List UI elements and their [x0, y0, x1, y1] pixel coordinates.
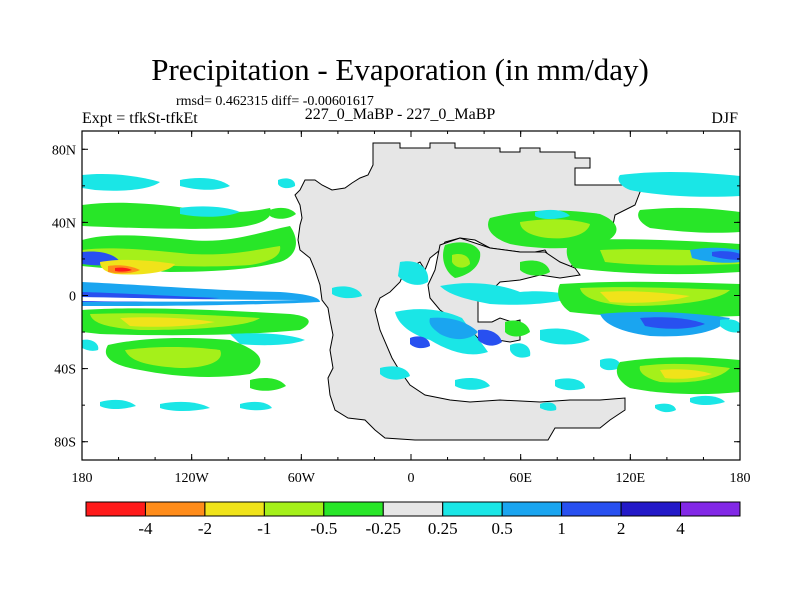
y-tick-label: 40S — [54, 363, 76, 378]
colorbar-label: 0.5 — [492, 519, 513, 538]
chart-title: Precipitation - Evaporation (in mm/day) — [151, 52, 649, 87]
x-tick-label: 60E — [509, 471, 532, 486]
colorbar-swatch — [680, 501, 741, 517]
y-tick-label: 80S — [54, 436, 76, 451]
colorbar-swatch — [85, 501, 146, 517]
colorbar-label: -0.25 — [366, 519, 401, 538]
x-tick-label: 0 — [408, 471, 415, 486]
season-label: DJF — [711, 110, 738, 127]
experiment-label: Expt = tfkSt-tfkEt — [82, 110, 198, 127]
x-tick-label: 180 — [730, 471, 751, 486]
colorbar-label: 4 — [676, 519, 685, 538]
x-tick-label: 180 — [72, 471, 93, 486]
x-tick-label: 60W — [288, 471, 316, 486]
x-tick-label: 120W — [175, 471, 210, 486]
x-tick-label: 120E — [616, 471, 646, 486]
stats-text: rmsd= 0.462315 diff= -0.00601617 — [176, 94, 374, 109]
colorbar-swatch — [620, 501, 682, 517]
center-label: 227_0_MaBP - 227_0_MaBP — [304, 106, 496, 123]
colorbar-label: -1 — [257, 519, 271, 538]
colorbar-label: -2 — [198, 519, 212, 538]
colorbar-swatch — [323, 501, 384, 517]
colorbar-swatch — [501, 501, 563, 517]
colorbar: -4 -2 -1 -0.5 -0.25 0.25 0.5 1 2 4 — [85, 501, 741, 538]
y-tick-label: 40N — [52, 216, 76, 231]
map-field — [82, 142, 740, 441]
contour-regions — [82, 172, 740, 413]
colorbar-label: 1 — [557, 519, 566, 538]
colorbar-label: -0.5 — [310, 519, 337, 538]
colorbar-label: 0.25 — [428, 519, 458, 538]
colorbar-label: -4 — [138, 519, 153, 538]
colorbar-swatch — [382, 501, 444, 517]
y-tick-label: 80N — [52, 143, 76, 158]
colorbar-label: 2 — [617, 519, 626, 538]
colorbar-swatch — [263, 501, 325, 517]
colorbar-swatch — [561, 501, 622, 517]
y-tick-label: 0 — [69, 290, 76, 305]
colorbar-swatch — [204, 501, 265, 517]
colorbar-swatch — [442, 501, 503, 517]
axes: 180 120W 60W 0 60E 120E 180 80N 40N 0 40S 80S — [52, 131, 751, 486]
colorbar-swatch — [144, 501, 206, 517]
